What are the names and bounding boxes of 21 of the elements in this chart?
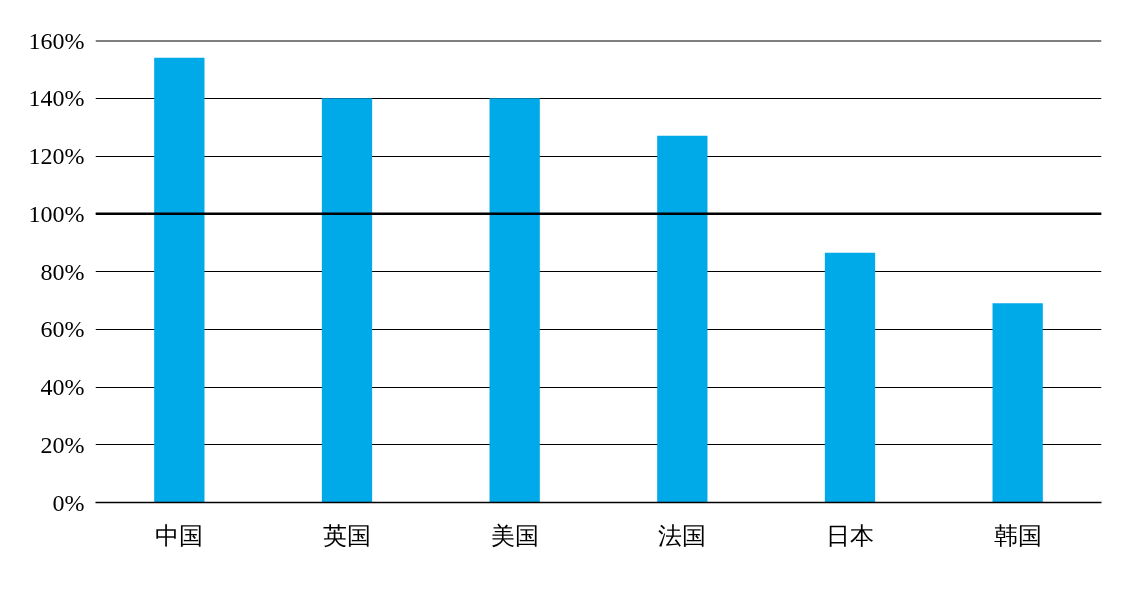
y-tick-label: 80% (40, 258, 85, 285)
bar (657, 135, 708, 503)
y-tick-label: 60% (40, 316, 85, 343)
bar (824, 252, 876, 503)
y-tick-label: 120% (28, 143, 85, 169)
x-tick-label: 英国 (323, 522, 371, 549)
x-tick-label: 韩国 (993, 522, 1042, 549)
bar (154, 57, 205, 503)
bar (321, 98, 373, 503)
y-tick-label: 100% (28, 200, 85, 227)
y-tick-label: 20% (40, 431, 85, 458)
bar (992, 303, 1043, 503)
y-tick-label: 160% (28, 27, 85, 54)
x-tick-label: 美国 (490, 522, 539, 549)
x-tick-label: 中国 (155, 522, 204, 549)
x-tick-label: 法国 (658, 522, 707, 549)
bar (489, 98, 540, 503)
y-tick-label: 140% (28, 85, 85, 112)
y-tick-label: 40% (40, 374, 85, 400)
x-tick-label: 日本 (826, 522, 874, 549)
y-tick-label: 0% (52, 489, 85, 516)
